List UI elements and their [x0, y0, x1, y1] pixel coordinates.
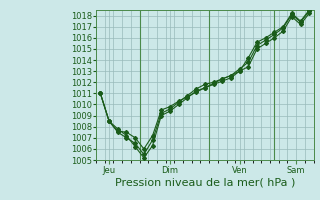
X-axis label: Pression niveau de la mer( hPa ): Pression niveau de la mer( hPa )	[115, 177, 295, 187]
